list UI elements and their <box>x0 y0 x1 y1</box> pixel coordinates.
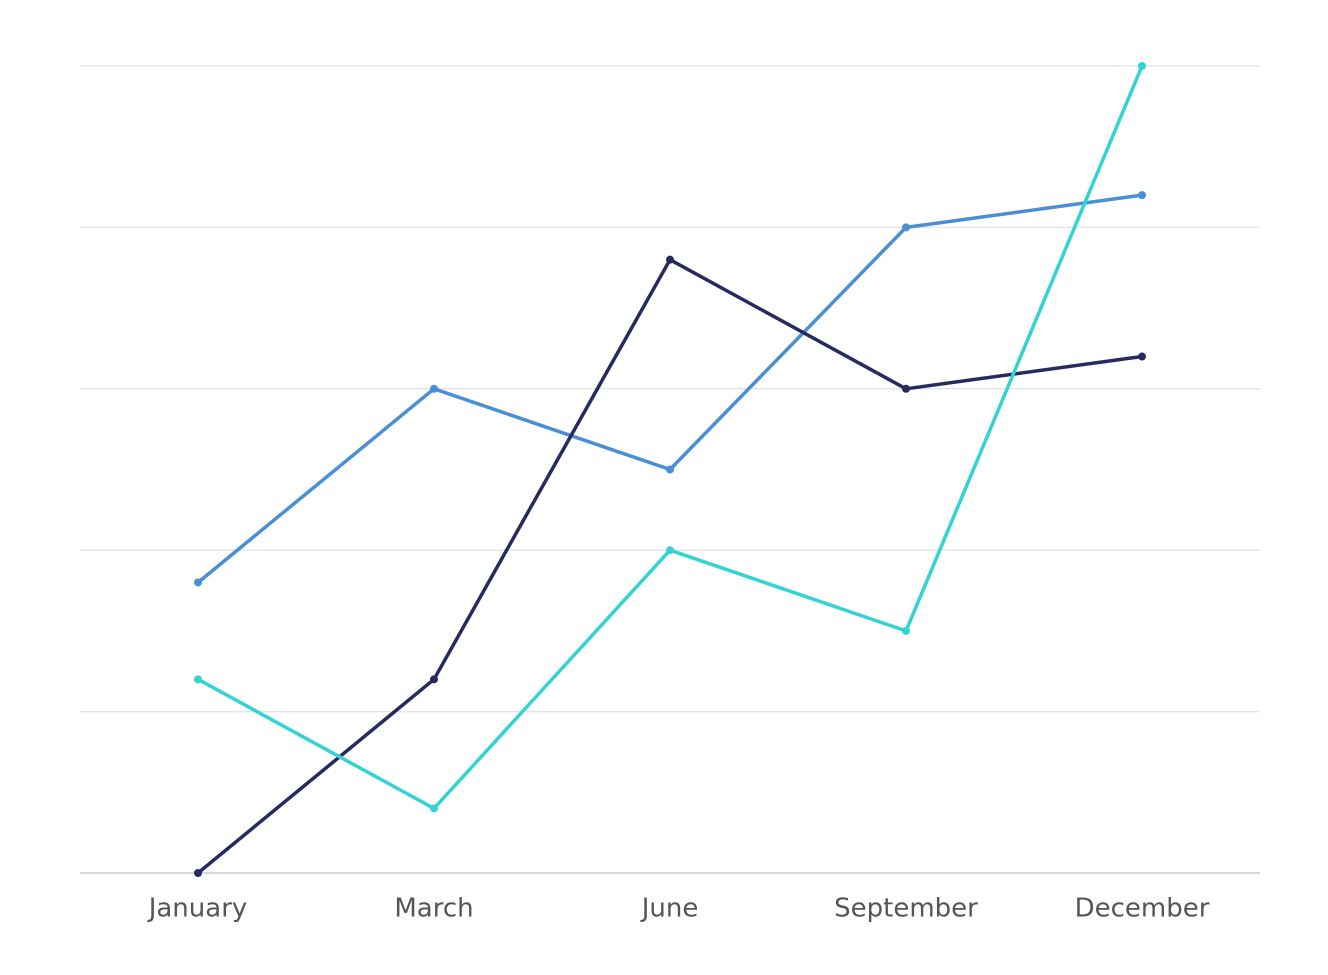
data-point <box>194 675 202 684</box>
x-tick-label: March <box>394 894 473 924</box>
data-point <box>902 384 910 393</box>
x-tick-label: January <box>147 894 248 924</box>
data-point <box>194 869 202 877</box>
series-line <box>197 65 1144 811</box>
data-point <box>1138 62 1146 70</box>
data-point <box>666 465 674 474</box>
data-point <box>194 578 202 587</box>
data-point <box>430 384 438 393</box>
data-point <box>430 675 438 684</box>
x-tick-label: December <box>1075 894 1210 924</box>
data-point <box>1138 352 1146 361</box>
data-point <box>430 804 438 813</box>
x-tick-label: September <box>834 894 978 924</box>
data-point <box>666 546 674 555</box>
x-tick-label: June <box>640 894 699 924</box>
data-point <box>666 255 674 264</box>
data-point <box>902 626 910 635</box>
data-point <box>1138 191 1146 200</box>
data-point <box>902 223 910 232</box>
series-line <box>196 257 1143 875</box>
